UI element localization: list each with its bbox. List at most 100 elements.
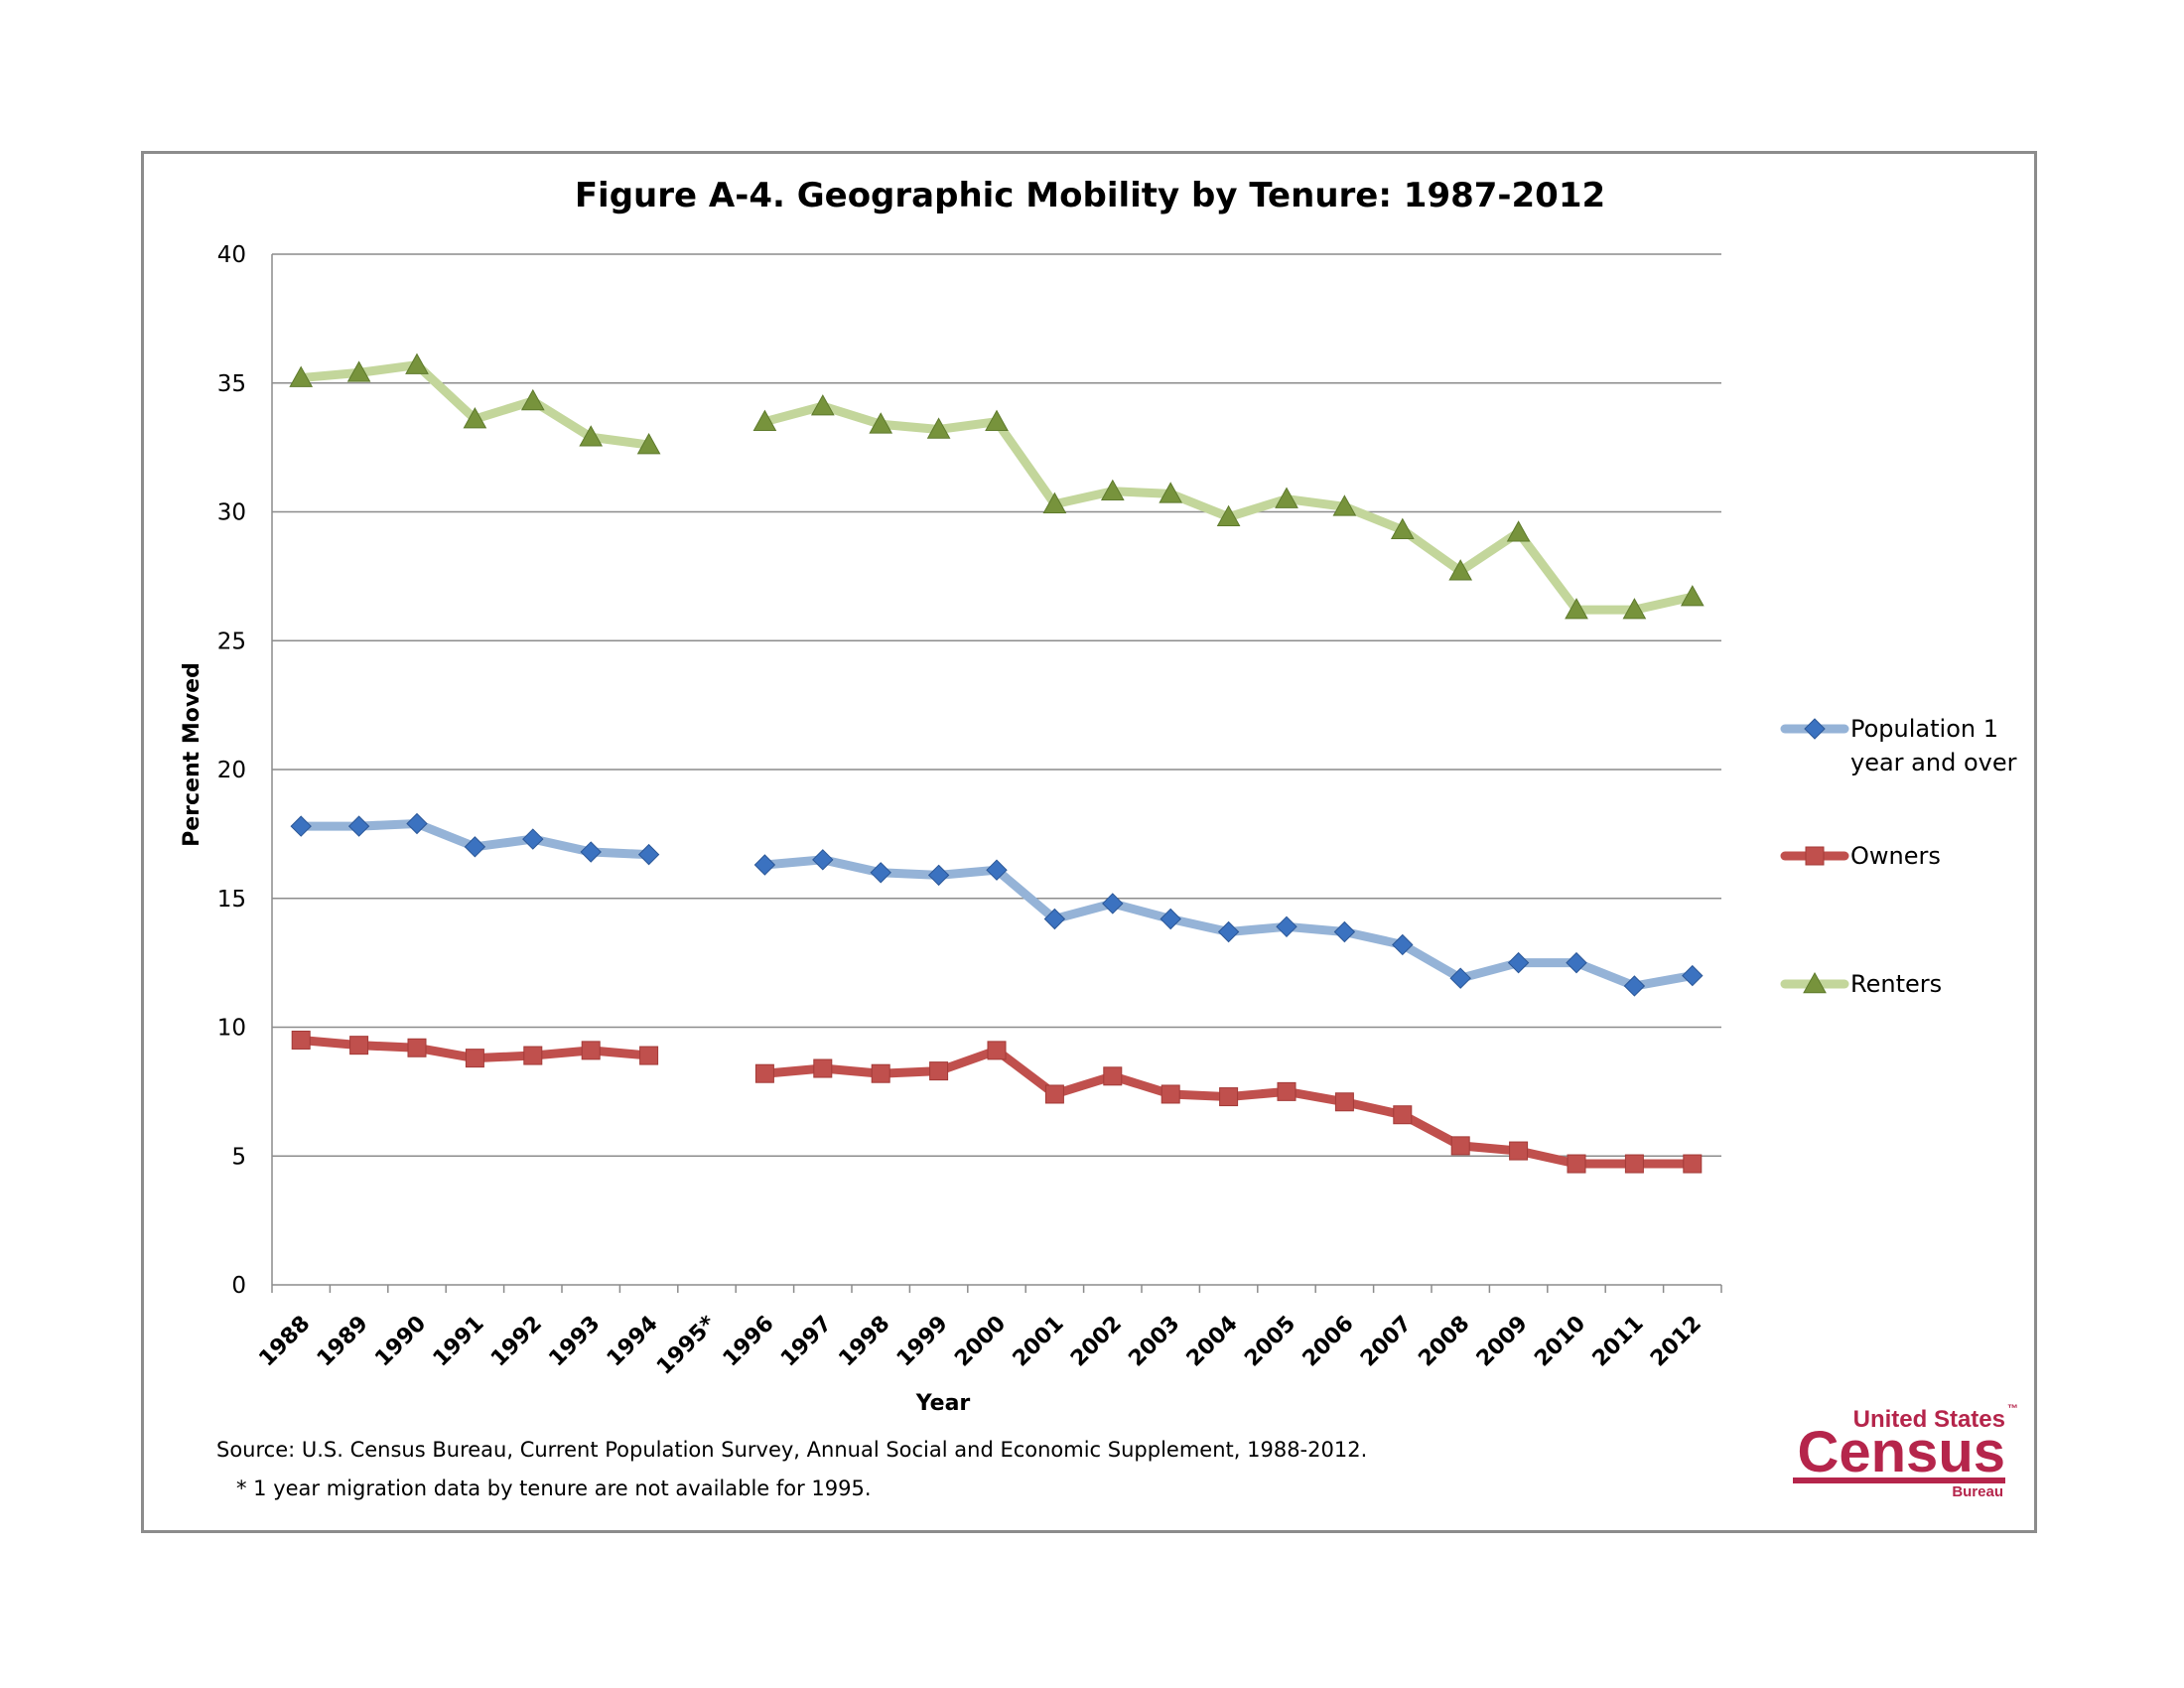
x-axis-label: Year [915, 1391, 971, 1416]
data-point [1393, 1105, 1413, 1125]
data-point [639, 1046, 659, 1065]
y-tick-label: 35 [217, 371, 246, 397]
data-point [1509, 1141, 1529, 1161]
data-point [1103, 1066, 1123, 1086]
data-point [753, 854, 776, 876]
x-tick-label: 2009 [1472, 1312, 1533, 1372]
x-tick-label: 2004 [1182, 1312, 1243, 1372]
logo-line2: Census [1797, 1420, 2005, 1484]
data-point [1449, 967, 1471, 989]
data-point [1102, 893, 1124, 914]
data-point [1683, 1154, 1703, 1174]
data-point [580, 841, 602, 863]
data-point [1507, 951, 1530, 974]
y-tick-label: 10 [217, 1016, 246, 1042]
data-point [523, 1046, 543, 1065]
legend-label: Population 1 [1850, 715, 1998, 743]
census-logo: United States ™ Census Bureau [1793, 1403, 2018, 1500]
logo-trademark: ™ [2007, 1403, 2018, 1415]
x-tick-label: 2008 [1414, 1312, 1474, 1372]
data-point [636, 433, 661, 455]
data-point [579, 425, 604, 447]
data-point [581, 1041, 601, 1060]
footnote: * 1 year migration data by tenure are no… [236, 1477, 872, 1500]
data-point [406, 812, 428, 835]
x-axis-ticks: 19881989199019911992199319941995*1996199… [254, 1285, 1722, 1380]
legend-marker [1803, 971, 1827, 994]
data-point [1506, 520, 1531, 542]
data-point [1623, 975, 1646, 997]
y-tick-label: 0 [231, 1273, 246, 1299]
legend-item-0: Population 1 year and over [1780, 715, 2017, 776]
data-point [347, 815, 370, 837]
data-point [926, 417, 951, 439]
grid-layer [271, 253, 1721, 1286]
x-tick-label: 2011 [1588, 1312, 1649, 1372]
x-tick-label: 2010 [1530, 1312, 1590, 1372]
data-point [637, 843, 660, 866]
data-point [927, 864, 950, 887]
data-point [1100, 479, 1125, 501]
data-point [1219, 1087, 1239, 1107]
legend-label: Owners [1850, 842, 1941, 870]
data-point [1390, 517, 1415, 539]
data-point [349, 1036, 369, 1055]
legend-item-1: Owners [1780, 842, 1941, 870]
data-point [987, 1041, 1007, 1060]
x-tick-label: 2001 [1009, 1312, 1069, 1372]
data-point [871, 1063, 890, 1083]
x-tick-label: 1989 [313, 1312, 373, 1372]
data-point [1159, 482, 1183, 503]
data-point [870, 862, 891, 884]
x-tick-label: 1990 [370, 1312, 431, 1372]
data-point [464, 836, 486, 858]
logo-line1: United States [1853, 1406, 2005, 1433]
data-point [869, 412, 893, 434]
x-tick-label: 2005 [1240, 1312, 1300, 1372]
legend-marker [1804, 718, 1826, 740]
series-0 [290, 812, 1704, 997]
x-tick-label: 1995* [652, 1311, 721, 1379]
y-tick-label: 30 [217, 500, 246, 526]
y-tick-label: 5 [231, 1144, 246, 1170]
logo-underline [1793, 1477, 2005, 1483]
data-point [407, 1038, 427, 1057]
data-point [929, 1061, 949, 1081]
y-tick-label: 15 [217, 887, 246, 913]
series-line [759, 1046, 1698, 1169]
data-point [289, 365, 314, 387]
data-point [985, 409, 1009, 431]
data-point [1622, 598, 1647, 620]
data-point [522, 828, 544, 850]
data-point [1044, 1084, 1064, 1104]
x-tick-label: 1991 [429, 1312, 489, 1372]
y-tick-label: 40 [217, 242, 246, 268]
series-1 [291, 1030, 1703, 1174]
data-point [1680, 585, 1705, 607]
legend-item-2: Renters [1780, 970, 1942, 998]
data-point [1160, 1084, 1180, 1104]
data-point [1682, 964, 1704, 987]
x-tick-label: 2003 [1124, 1312, 1184, 1372]
x-tick-label: 1996 [719, 1312, 779, 1372]
data-point [1217, 920, 1240, 943]
data-point [1160, 908, 1181, 930]
data-point [1042, 492, 1067, 514]
data-point [1334, 1092, 1354, 1112]
x-tick-label: 1998 [834, 1312, 894, 1372]
y-tick-label: 20 [217, 758, 246, 783]
legend: Population 1 year and over Owners Renters [1780, 715, 2017, 998]
data-point [813, 1058, 833, 1078]
data-point [1565, 598, 1588, 620]
logo-line3: Bureau [1952, 1483, 2003, 1500]
data-point [1333, 920, 1356, 943]
legend-label: Renters [1850, 970, 1942, 998]
data-point [1567, 1154, 1586, 1174]
source-note: Source: U.S. Census Bureau, Current Popu… [216, 1438, 1367, 1462]
legend-marker [1805, 846, 1825, 866]
x-tick-label: 1993 [544, 1312, 605, 1372]
data-point [290, 815, 312, 837]
data-point [1450, 1136, 1470, 1156]
data-point [1332, 494, 1357, 516]
